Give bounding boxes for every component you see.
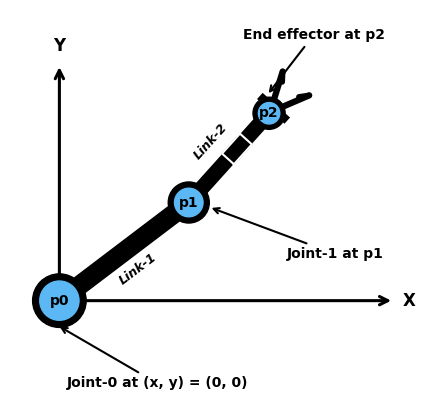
Text: p2: p2 (259, 106, 279, 120)
Text: End effector at p2: End effector at p2 (243, 28, 385, 92)
Text: Joint-0 at (x, y) = (0, 0): Joint-0 at (x, y) = (0, 0) (62, 328, 248, 390)
Circle shape (33, 274, 86, 327)
Text: p0: p0 (50, 294, 69, 308)
Text: X: X (403, 292, 416, 310)
Polygon shape (222, 134, 252, 164)
Text: Y: Y (53, 37, 66, 55)
Circle shape (168, 182, 209, 223)
Circle shape (40, 281, 79, 320)
Circle shape (253, 97, 285, 129)
Text: p1: p1 (179, 196, 198, 209)
Circle shape (175, 188, 203, 217)
Text: Link-2: Link-2 (191, 121, 230, 162)
Circle shape (258, 102, 280, 124)
Text: Link-1: Link-1 (116, 251, 159, 288)
Text: Joint-1 at p1: Joint-1 at p1 (214, 208, 384, 261)
